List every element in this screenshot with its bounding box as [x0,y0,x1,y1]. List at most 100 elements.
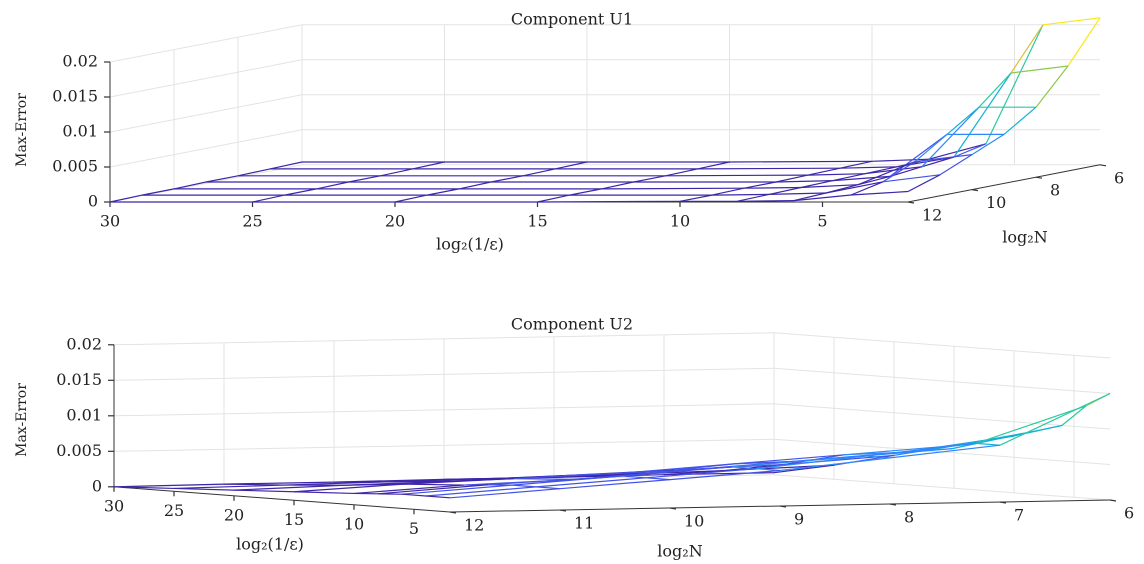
grid-line [773,367,1111,394]
mesh-line [141,188,175,196]
x-tick-label: 30 [104,496,124,515]
mesh-line [882,174,941,183]
mesh-line [645,468,757,479]
mesh-line [793,194,852,202]
mesh-line [401,493,427,497]
mesh-line [1042,17,1101,26]
mesh-line [882,161,916,183]
mesh-line [736,193,770,202]
mesh-line [537,200,681,203]
mesh-line [857,175,891,186]
mesh-line [1010,65,1069,74]
grid-line [109,94,303,133]
mesh-line [1003,106,1037,135]
y-tick-label: 11 [574,514,594,533]
mesh-line [889,166,923,177]
tick-mark [971,189,979,192]
z-axis-label: Max-Error [14,383,30,457]
mesh-line [999,392,1111,446]
mesh-line [946,106,980,135]
mesh-line [601,181,634,190]
z-tick-label: 0.02 [62,52,98,71]
mesh-line [850,181,884,196]
mesh-line [773,464,835,474]
mesh-line [621,475,647,479]
mesh-line [953,72,1012,158]
mesh-line [412,161,445,170]
mesh-line [316,181,349,190]
mesh-line [857,161,916,186]
y-tick-label: 12 [922,206,942,225]
grid-line [773,332,1111,359]
x-tick-label: 20 [385,212,405,231]
x-tick-label: 15 [527,212,547,231]
y-axis [907,164,1101,203]
z-tick-label: 0.01 [66,405,102,424]
mesh-line [623,463,735,474]
x-tick-label: 5 [817,212,827,231]
mesh-line [825,181,884,194]
y-tick-label: 6 [1114,168,1124,187]
mesh-line [914,133,948,163]
z-tick-label: 0 [88,192,98,211]
mesh-line [293,483,405,493]
mesh-line [269,161,303,170]
mesh-line [513,472,625,480]
grid-line [773,474,1111,501]
mesh-line [113,486,175,490]
y-tick-label: 12 [464,516,484,535]
mesh-line [755,455,867,470]
chart-title: Component U1 [511,10,633,29]
z-tick-label: 0.015 [56,370,102,389]
mesh-line [807,167,841,176]
mesh-line [559,479,671,490]
mesh-line [394,194,428,203]
mesh-line [425,495,451,499]
mesh-line [800,184,859,189]
mesh-line [768,186,802,195]
x-tick-label: 20 [224,505,244,524]
mesh-line [426,188,460,196]
mesh-line [535,477,647,488]
tick-mark [999,501,1007,504]
grid-line [109,24,303,63]
mesh-line [377,484,489,495]
z-tick-label: 0.005 [56,441,102,460]
mesh-line [665,174,809,177]
mesh-line [800,180,834,189]
x-tick-label: 5 [409,519,419,538]
mesh-line [237,168,271,177]
mesh-line [425,486,537,497]
mesh-line [252,194,285,203]
mesh-line [939,154,973,176]
mesh-line [768,192,827,195]
y-tick-label: 10 [684,512,704,531]
tick-mark [779,505,787,508]
x-axis-label: log₂(1/ε) [436,235,504,254]
mesh-line [731,466,757,470]
mesh-line [736,200,795,202]
mesh-line [284,188,317,196]
y-tick-label: 6 [1124,504,1134,523]
mesh-line [1035,65,1069,108]
z-tick-label: 0 [92,476,102,495]
mesh-line [731,457,843,468]
tick-mark [889,503,897,506]
mesh-line [569,188,602,196]
mesh-line [889,133,948,177]
mesh-line [832,173,866,182]
mesh-line [458,181,492,190]
mesh-line [975,405,1087,444]
z-tick-label: 0.015 [52,87,98,106]
x-tick-label: 30 [100,212,120,231]
mesh-line [743,181,777,189]
mesh-line [109,194,143,203]
mesh-line [865,442,977,457]
mesh-line [697,161,730,170]
x-tick-label: 10 [344,514,364,533]
tick-mark [1035,176,1043,179]
mesh-line [205,175,239,183]
grid-line [109,59,303,98]
x-axis-label: log₂(1/ε) [236,535,304,554]
grid-line [773,403,1111,430]
